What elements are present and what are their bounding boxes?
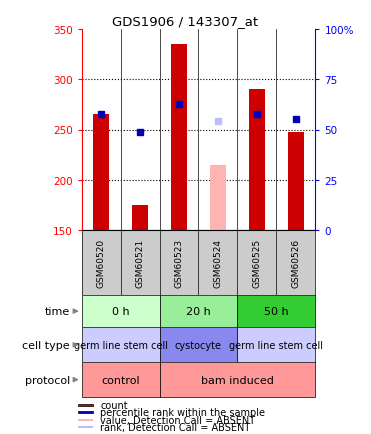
Text: protocol: protocol [25, 375, 70, 385]
Bar [210, 165, 226, 230]
FancyBboxPatch shape [82, 295, 160, 328]
FancyBboxPatch shape [82, 362, 160, 397]
Text: percentile rank within the sample: percentile rank within the sample [100, 408, 265, 418]
Bar [249, 90, 265, 230]
Bar [132, 205, 148, 230]
Text: GSM60525: GSM60525 [252, 238, 262, 287]
FancyBboxPatch shape [160, 328, 237, 362]
Text: bam induced: bam induced [201, 375, 274, 385]
Text: cell type: cell type [22, 340, 70, 350]
Text: germ line stem cell: germ line stem cell [229, 340, 324, 350]
Text: GDS1906 / 143307_at: GDS1906 / 143307_at [112, 15, 259, 28]
Bar [78, 411, 93, 414]
Text: cystocyte: cystocyte [175, 340, 222, 350]
Bar [78, 404, 93, 406]
Text: 20 h: 20 h [186, 306, 211, 316]
Text: control: control [101, 375, 140, 385]
Bar [93, 115, 109, 230]
Text: GSM60520: GSM60520 [96, 238, 106, 287]
FancyBboxPatch shape [160, 362, 315, 397]
Bar [288, 132, 303, 230]
FancyBboxPatch shape [82, 328, 160, 362]
Text: GSM60526: GSM60526 [291, 238, 301, 287]
Text: 50 h: 50 h [264, 306, 289, 316]
FancyBboxPatch shape [237, 295, 315, 328]
FancyBboxPatch shape [160, 295, 237, 328]
Text: 0 h: 0 h [112, 306, 129, 316]
Text: GSM60521: GSM60521 [135, 238, 145, 287]
Text: time: time [45, 306, 70, 316]
Text: rank, Detection Call = ABSENT: rank, Detection Call = ABSENT [100, 422, 250, 432]
FancyBboxPatch shape [237, 328, 315, 362]
Text: count: count [100, 401, 128, 410]
Text: GSM60523: GSM60523 [174, 238, 184, 287]
Text: GSM60524: GSM60524 [213, 238, 223, 287]
Text: germ line stem cell: germ line stem cell [73, 340, 168, 350]
Text: value, Detection Call = ABSENT: value, Detection Call = ABSENT [100, 415, 255, 424]
Bar [78, 419, 93, 421]
Bar [78, 426, 93, 428]
Bar [171, 45, 187, 230]
